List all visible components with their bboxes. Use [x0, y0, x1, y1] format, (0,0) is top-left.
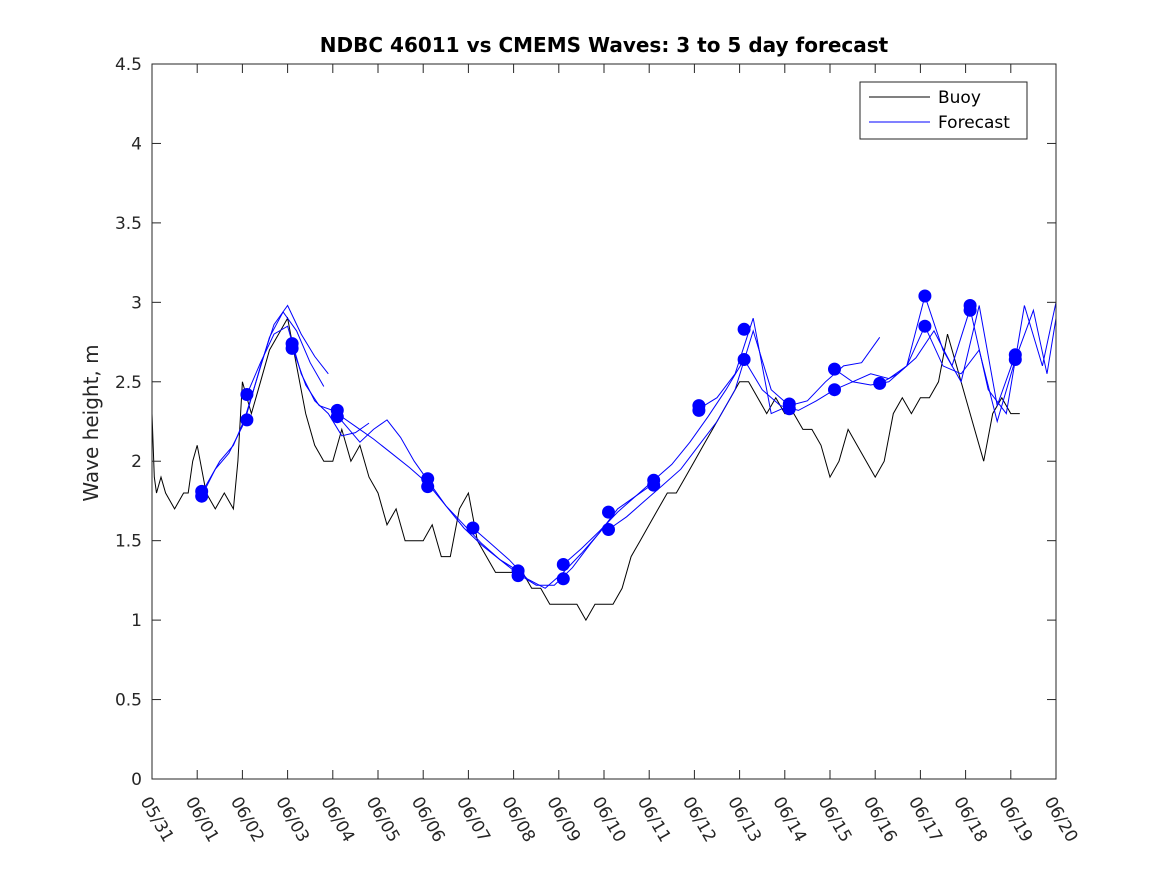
forecast-marker — [195, 484, 209, 498]
forecast-marker — [556, 558, 570, 571]
forecast-marker — [737, 353, 751, 366]
x-tick-label: 06/16 — [859, 794, 901, 846]
forecast-line — [246, 325, 370, 437]
x-tick-label: 06/19 — [994, 794, 1036, 846]
y-tick-label: 2.5 — [115, 373, 142, 393]
x-axis: 05/31 06/01 06/02 06/03 06/04 06/05 06/06 06/07… — [136, 64, 1082, 846]
y-tick-label: 1 — [131, 611, 142, 631]
x-tick-label: 06/06 — [407, 794, 449, 846]
x-tick-label: 06/11 — [633, 794, 675, 846]
y-tick-label: 3.5 — [115, 214, 142, 234]
x-tick-label: 06/09 — [542, 794, 584, 846]
legend-buoy-label: Buoy — [938, 88, 981, 108]
x-tick-label: 06/18 — [949, 794, 991, 846]
y-axis-label: Wave height, m — [79, 344, 103, 501]
y-axis: 0 0.5 1 1.5 2 2.5 3 3.5 4 4.5 — [115, 55, 1056, 790]
forecast-marker — [828, 362, 841, 376]
forecast-marker — [466, 521, 480, 535]
legend-forecast-label: Forecast — [938, 113, 1010, 133]
x-tick-label: 06/03 — [271, 794, 313, 846]
forecast-line — [201, 304, 329, 494]
forecast-marker — [556, 572, 570, 586]
y-tick-label: 0 — [131, 770, 142, 790]
y-tick-label: 3 — [131, 293, 142, 313]
x-tick-label: 06/02 — [226, 794, 268, 846]
y-tick-label: 4 — [131, 134, 142, 154]
forecast-marker — [692, 403, 706, 417]
chart-title: NDBC 46011 vs CMEMS Waves: 3 to 5 day fo… — [320, 33, 889, 57]
forecast-marker — [963, 303, 977, 317]
forecast-marker — [918, 289, 932, 303]
plot-area — [151, 289, 1057, 622]
x-tick-label: 06/01 — [181, 794, 223, 846]
y-tick-label: 0.5 — [115, 691, 142, 711]
forecast-marker — [647, 478, 661, 492]
y-tick-label: 4.5 — [115, 55, 142, 75]
forecast-marker — [330, 410, 344, 424]
x-tick-label: 06/13 — [723, 794, 765, 846]
x-tick-label: 06/07 — [452, 794, 494, 846]
x-tick-label: 06/14 — [768, 794, 810, 846]
forecast-marker — [240, 413, 254, 427]
y-tick-label: 1.5 — [115, 532, 142, 552]
x-tick-label: 06/08 — [497, 794, 539, 846]
y-tick-label: 2 — [131, 452, 142, 472]
forecast-marker — [782, 402, 796, 416]
forecast-line — [698, 318, 881, 415]
forecast-line — [924, 308, 1057, 424]
plot-frame — [151, 63, 1057, 780]
forecast-line — [291, 346, 429, 481]
legend: Buoy Forecast — [859, 81, 1028, 140]
forecast-marker — [285, 341, 299, 355]
x-tick-label: 06/04 — [316, 794, 358, 846]
forecast-line — [562, 359, 745, 565]
x-tick-label: 06/17 — [904, 794, 946, 846]
buoy-line — [151, 316, 1020, 622]
x-tick-label: 05/31 — [136, 794, 178, 846]
forecast-line — [879, 302, 1057, 415]
forecast-marker — [737, 322, 751, 336]
forecast-marker — [1008, 353, 1022, 366]
x-tick-label: 06/20 — [1040, 794, 1082, 846]
forecast-marker — [602, 523, 615, 536]
forecast-marker — [873, 376, 887, 390]
x-tick-label: 06/15 — [814, 794, 856, 846]
x-tick-label: 06/12 — [678, 794, 720, 846]
forecast-marker — [918, 319, 932, 333]
forecast-marker — [421, 480, 435, 494]
forecast-marker — [240, 388, 254, 401]
x-tick-label: 06/05 — [362, 794, 404, 846]
forecast-marker — [511, 569, 525, 583]
legend-box — [859, 81, 1028, 140]
forecast-line — [201, 310, 325, 497]
forecast-marker — [828, 383, 841, 397]
x-tick-label: 06/10 — [588, 794, 630, 846]
forecast-marker — [602, 505, 615, 519]
